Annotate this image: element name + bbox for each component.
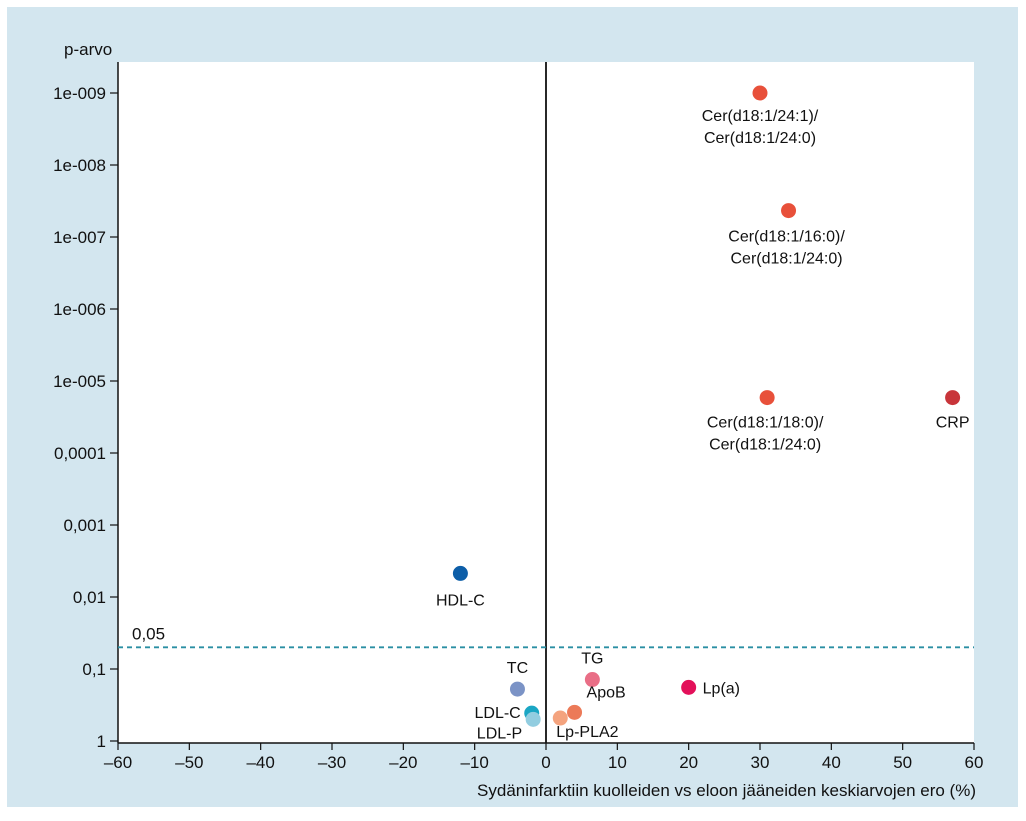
data-point [752, 85, 768, 101]
data-point [584, 672, 600, 688]
x-tick-label: 30 [751, 753, 770, 772]
point-label: Cer(d18:1/24:0) [704, 130, 816, 147]
point-label: LDL-C [474, 705, 520, 722]
x-tick-label: –40 [246, 753, 274, 772]
point-label: TC [507, 660, 528, 677]
x-tick-label: 10 [608, 753, 627, 772]
data-point [452, 565, 468, 581]
threshold-label: 0,05 [132, 624, 165, 643]
x-axis-title: Sydäninfarktiin kuolleiden vs eloon jään… [477, 781, 976, 800]
x-tick-label: 40 [822, 753, 841, 772]
point-label: Cer(d18:1/16:0)/ [728, 229, 845, 246]
y-tick-label: 0,0001 [54, 444, 106, 463]
y-axis-title: p-arvo [64, 40, 112, 59]
point-label: Cer(d18:1/24:0) [731, 251, 843, 268]
y-tick-label: 1e-005 [53, 372, 106, 391]
data-point [552, 710, 568, 726]
point-label: TG [581, 651, 603, 668]
y-tick-label: 1e-008 [53, 156, 106, 175]
data-point [681, 679, 697, 695]
y-tick-label: 1e-006 [53, 300, 106, 319]
x-tick-label: –50 [175, 753, 203, 772]
point-label: ApoB [587, 684, 626, 701]
point-label: Lp(a) [703, 680, 740, 697]
point-label: Lp-PLA2 [556, 724, 618, 741]
y-tick-label: 1e-009 [53, 84, 106, 103]
data-point [759, 390, 775, 406]
data-point [525, 711, 541, 727]
x-tick-label: –10 [460, 753, 488, 772]
x-tick-label: 0 [541, 753, 550, 772]
point-label: Cer(d18:1/24:1)/ [702, 108, 819, 125]
data-point [509, 681, 525, 697]
x-tick-label: 60 [965, 753, 984, 772]
point-label: LDL-P [477, 725, 522, 742]
y-tick-label: 1 [97, 732, 106, 751]
data-point [945, 390, 961, 406]
x-tick-label: 50 [893, 753, 912, 772]
x-tick-label: –60 [104, 753, 132, 772]
point-label: Cer(d18:1/24:0) [709, 437, 821, 454]
point-label: Cer(d18:1/18:0)/ [707, 415, 824, 432]
point-label: CRP [936, 415, 970, 432]
x-tick-label: –20 [389, 753, 417, 772]
data-point [567, 704, 583, 720]
x-tick-label: 20 [679, 753, 698, 772]
y-tick-label: 0,1 [82, 660, 106, 679]
y-tick-label: 1e-007 [53, 228, 106, 247]
point-label: HDL-C [436, 592, 485, 609]
y-tick-label: 0,001 [63, 516, 106, 535]
x-tick-label: –30 [318, 753, 346, 772]
data-point [781, 203, 797, 219]
y-tick-label: 0,01 [73, 588, 106, 607]
